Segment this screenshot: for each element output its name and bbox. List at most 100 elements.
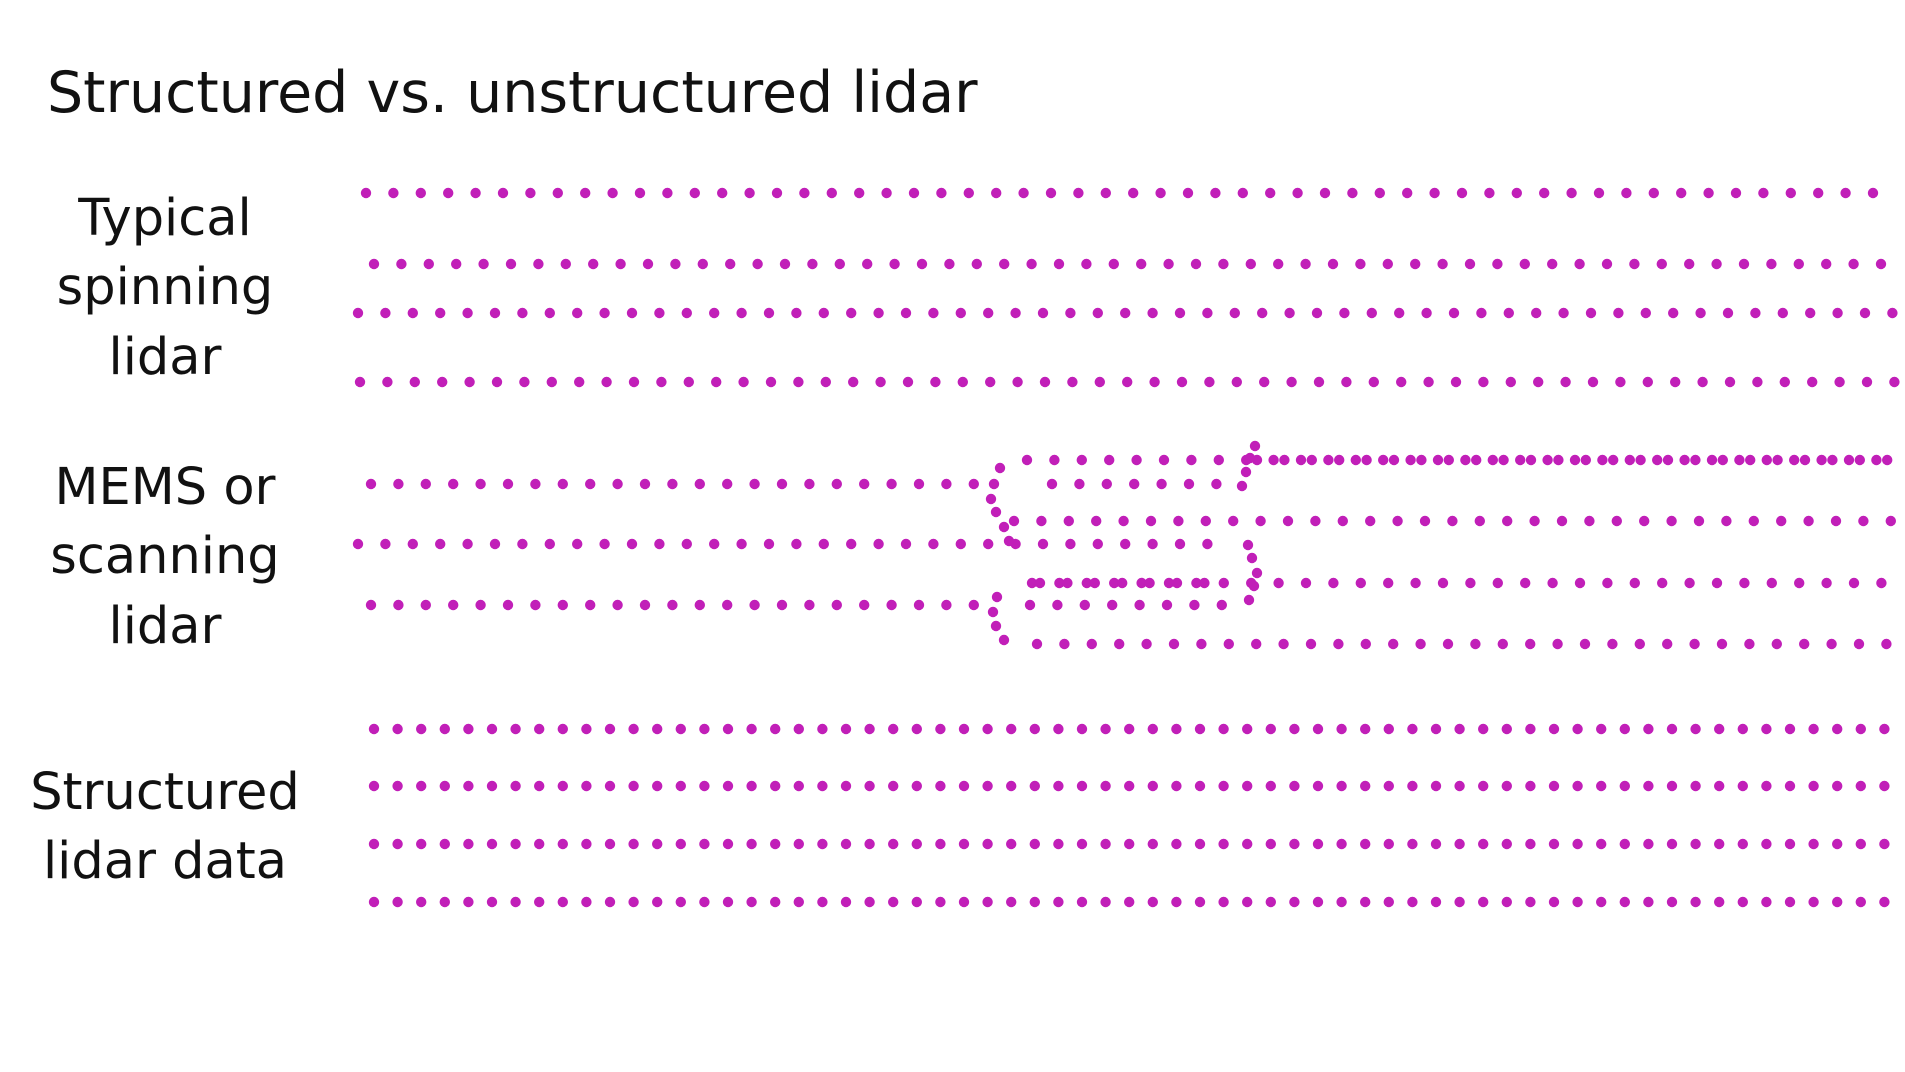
spinning-point [683,376,694,388]
spinning-point [873,307,884,319]
spinning-point [1382,258,1394,270]
mems-point [1240,466,1252,478]
spinning-point [1834,376,1845,388]
mems-point [1821,577,1832,589]
spinning-point [396,258,407,270]
spinning-point [1410,258,1421,270]
structured-point [463,723,474,735]
structured-point [1619,838,1631,850]
mems-point [1186,454,1197,466]
mems-point [1158,454,1170,466]
mems-point [1031,638,1043,650]
mems-point [1337,515,1349,527]
spinning-point [1560,376,1571,388]
mems-point [1282,515,1294,527]
mems-point [1776,515,1787,527]
structured-point [1430,838,1442,850]
spinning-point [360,187,372,199]
structured-point [1336,780,1347,792]
mems-point [1236,480,1248,492]
mems-point [1415,638,1426,650]
structured-point [1832,723,1843,735]
structured-point [699,838,710,850]
spinning-point [1311,307,1323,319]
spinning-point [1108,258,1120,270]
mems-point [831,599,842,611]
spinning-point [1341,376,1352,388]
structured-point [1619,723,1631,735]
spinning-point [1648,187,1660,199]
mems-point [1156,478,1167,490]
spinning-point [900,307,912,319]
mems-point [393,478,404,490]
spinning-point [1750,307,1761,319]
spinning-point [1711,258,1722,270]
spinning-point [944,258,955,270]
structured-point [817,838,828,850]
mems-point [667,478,678,490]
mems-point [1392,515,1403,527]
mems-point [1202,538,1213,550]
spinning-point [1147,307,1158,319]
mems-point [1300,577,1312,589]
spinning-point [1155,187,1166,199]
structured-point [1690,838,1701,850]
mems-point [1662,638,1673,650]
mems-point [1199,577,1210,589]
mems-point [1216,599,1228,611]
mems-point [1772,454,1783,466]
mems-point [1052,599,1063,611]
structured-point [368,896,380,908]
spinning-point [1805,307,1816,319]
structured-point [1879,896,1890,908]
mems-point [612,599,623,611]
spinning-point [963,187,974,199]
structured-point [1124,838,1135,850]
mems-point [1474,515,1486,527]
spinning-point [1081,258,1092,270]
mems-point [1542,454,1553,466]
spinning-point [1531,307,1542,319]
mems-point [1104,454,1115,466]
structured-point [1053,723,1064,735]
label-line: Structured [30,763,300,822]
mems-point [1635,454,1646,466]
structured-point [1100,780,1111,792]
mems-point [448,599,459,611]
mems-point [763,538,775,550]
mems-point [1092,538,1104,550]
mems-point [736,538,747,550]
structured-point [557,896,568,908]
mems-point [1556,515,1568,527]
structured-point [1784,780,1796,792]
structured-point [746,896,757,908]
mems-point [1706,454,1718,466]
structured-point [1714,723,1725,735]
structured-point [1666,723,1678,735]
structured-point [1147,780,1159,792]
spinning-point [599,307,610,319]
structured-point [557,780,568,792]
structured-point [463,780,474,792]
mems-point [1721,515,1732,527]
mems-point [1716,638,1728,650]
structured-point [1855,780,1867,792]
structured-point [1619,896,1631,908]
structured-point [770,723,781,735]
structured-point [1124,723,1135,735]
mems-point [1639,515,1650,527]
mems-point [1525,638,1536,650]
mems-point [1361,454,1372,466]
structured-point [1784,838,1796,850]
structured-point [1572,896,1583,908]
structured-point [770,838,781,850]
mems-point [1114,638,1125,650]
mems-point [1037,538,1049,550]
structured-point [1265,780,1277,792]
structured-point [1548,838,1560,850]
mems-point [1634,638,1646,650]
structured-point [1454,780,1465,792]
spinning-point [1202,307,1213,319]
spinning-point [791,307,802,319]
mems-point [1552,638,1563,650]
